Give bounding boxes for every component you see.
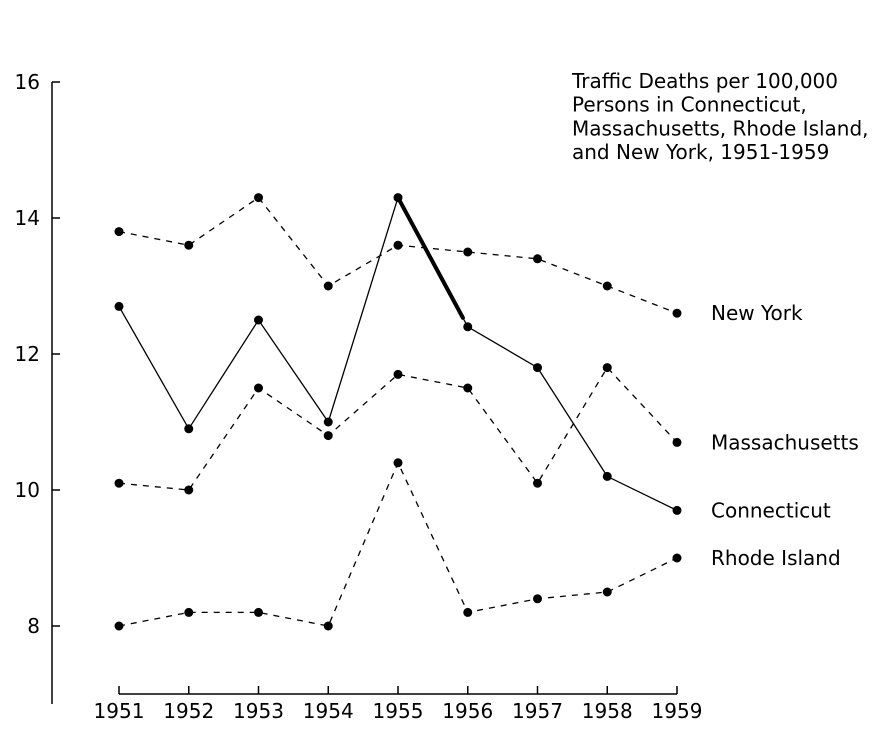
data-point-rhode-island	[114, 621, 124, 631]
x-tick-label: 1959	[652, 699, 703, 723]
data-point-rhode-island	[463, 607, 473, 617]
series-points	[114, 193, 682, 631]
data-point-new-york	[184, 240, 194, 250]
series-line-massachusetts	[118, 366, 678, 491]
x-tick-label: 1954	[303, 699, 354, 723]
data-point-connecticut	[323, 417, 333, 427]
chart-title-line: Massachusetts, Rhode Island,	[572, 116, 869, 140]
chart-title-line: Traffic Deaths per 100,000	[571, 69, 838, 93]
data-point-new-york	[463, 247, 473, 257]
series-labels: New York Massachusetts Connecticut Rhode Is…	[711, 301, 859, 570]
x-tick-label: 1951	[94, 699, 145, 723]
y-tick-label: 8	[27, 614, 40, 638]
data-point-new-york	[533, 254, 542, 264]
series-label-rhode-island: Rhode Island	[711, 546, 841, 570]
data-point-new-york	[323, 281, 333, 291]
data-point-massachusetts	[184, 485, 194, 495]
y-tick-label: 16	[15, 70, 40, 94]
data-point-new-york	[393, 240, 403, 250]
data-point-connecticut	[184, 424, 194, 434]
series-line-rhode-island	[118, 461, 678, 627]
data-point-massachusetts	[254, 383, 263, 393]
data-point-rhode-island	[533, 594, 542, 604]
series-label-massachusetts: Massachusetts	[711, 430, 859, 454]
data-point-massachusetts	[602, 363, 612, 373]
data-point-rhode-island	[393, 458, 403, 468]
data-point-rhode-island	[602, 587, 612, 597]
highlight-segment-connecticut	[396, 195, 465, 320]
data-point-connecticut	[672, 505, 682, 515]
x-tick-label: 1953	[233, 699, 284, 723]
data-point-rhode-island	[254, 607, 263, 617]
data-point-massachusetts	[533, 478, 542, 488]
data-point-connecticut	[533, 363, 542, 373]
x-tick-label: 1952	[163, 699, 214, 723]
data-point-massachusetts	[672, 437, 682, 447]
data-point-rhode-island	[672, 553, 682, 563]
data-point-new-york	[672, 308, 682, 318]
x-tick-label: 1955	[373, 699, 424, 723]
y-tick-label: 12	[15, 342, 40, 366]
data-point-massachusetts	[463, 383, 473, 393]
data-point-massachusetts	[393, 369, 403, 379]
x-tick-label: 1956	[442, 699, 493, 723]
chart-title-line: and New York, 1951-1959	[572, 140, 829, 164]
data-point-connecticut	[393, 193, 403, 203]
y-tick-label: 14	[15, 206, 40, 230]
data-point-rhode-island	[184, 607, 194, 617]
series-label-new-york: New York	[711, 301, 803, 325]
x-tick-label: 1958	[582, 699, 633, 723]
series-line-new-york	[118, 196, 678, 314]
x-tick-label: 1957	[512, 699, 563, 723]
data-point-connecticut	[463, 322, 473, 332]
data-point-connecticut	[602, 471, 612, 481]
data-point-new-york	[602, 281, 612, 291]
data-point-massachusetts	[114, 478, 124, 488]
data-point-connecticut	[254, 315, 263, 325]
data-point-massachusetts	[323, 431, 333, 441]
y-tick-label: 10	[15, 478, 40, 502]
data-point-rhode-island	[323, 621, 333, 631]
chart-title-line: Persons in Connecticut,	[572, 93, 807, 117]
data-point-new-york	[114, 227, 124, 237]
axes: 8 10 12 14 16 1951 1952 1953 1954 1955 1956 1957 195…	[15, 70, 703, 723]
series-label-connecticut: Connecticut	[711, 498, 831, 522]
series-lines	[118, 195, 678, 627]
data-point-connecticut	[114, 301, 124, 311]
data-point-new-york	[254, 193, 263, 203]
